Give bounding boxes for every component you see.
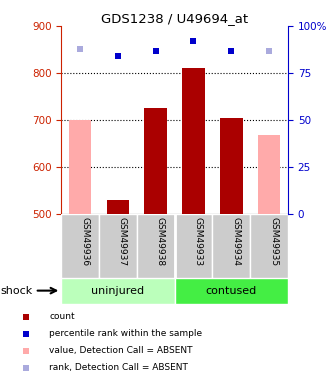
Text: value, Detection Call = ABSENT: value, Detection Call = ABSENT	[49, 346, 193, 355]
Bar	[69, 120, 91, 214]
Bar	[250, 214, 288, 278]
Text: rank, Detection Call = ABSENT: rank, Detection Call = ABSENT	[49, 363, 188, 372]
Bar	[220, 118, 243, 214]
Bar	[175, 214, 213, 278]
Bar	[99, 214, 137, 278]
Text: GSM49933: GSM49933	[194, 217, 203, 266]
Bar	[182, 68, 205, 214]
Bar	[137, 214, 175, 278]
Text: uninjured: uninjured	[91, 286, 144, 296]
Bar	[61, 214, 99, 278]
Text: count: count	[49, 312, 75, 321]
Bar	[175, 278, 288, 304]
Title: GDS1238 / U49694_at: GDS1238 / U49694_at	[101, 12, 248, 25]
Text: GSM49937: GSM49937	[118, 217, 127, 266]
Text: shock: shock	[1, 286, 33, 296]
Bar	[213, 214, 250, 278]
Text: percentile rank within the sample: percentile rank within the sample	[49, 329, 202, 338]
Text: contused: contused	[206, 286, 257, 296]
Bar	[144, 108, 167, 214]
Text: GSM49935: GSM49935	[269, 217, 278, 266]
Text: GSM49934: GSM49934	[231, 217, 240, 266]
Text: GSM49936: GSM49936	[80, 217, 89, 266]
Text: GSM49938: GSM49938	[156, 217, 165, 266]
Bar	[107, 200, 129, 214]
Bar	[258, 135, 280, 214]
Bar	[61, 278, 175, 304]
